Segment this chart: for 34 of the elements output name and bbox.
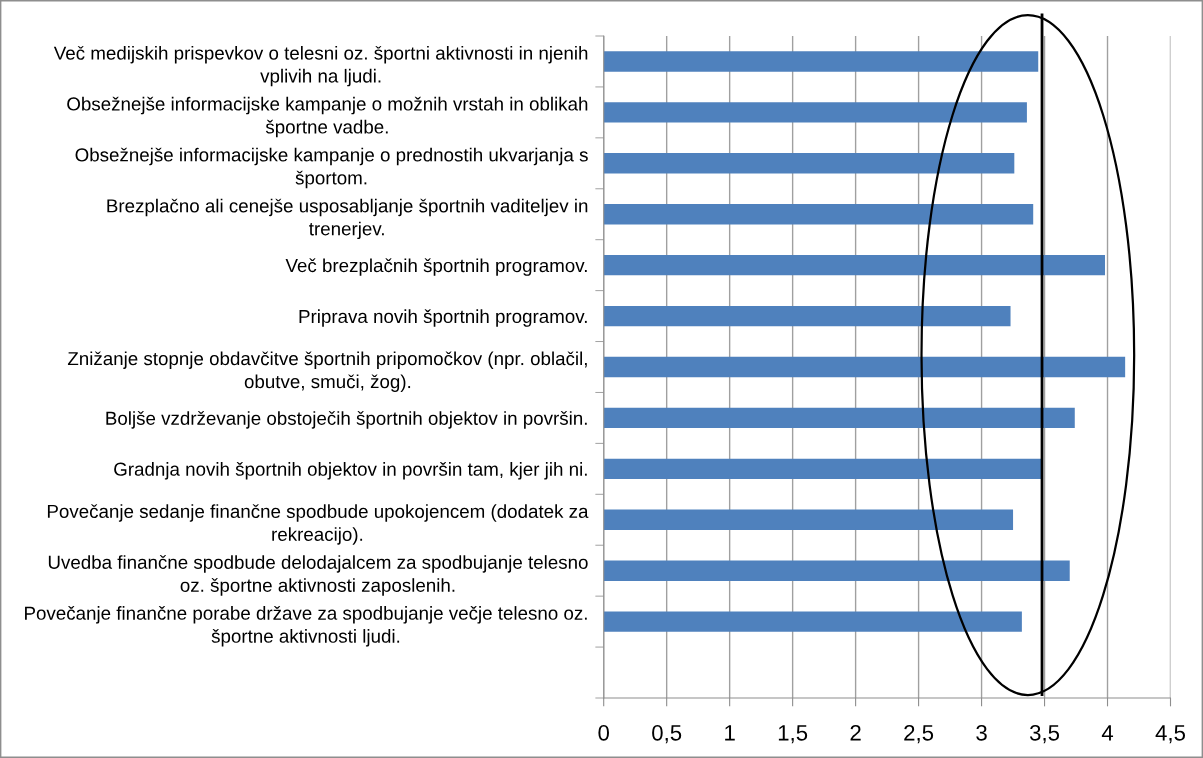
bar (603, 254, 1105, 276)
x-tick-label: 2,5 (904, 724, 934, 744)
y-tick-label: Znižanje stopnje obdavčitve športnih pripomočkov (npr. oblačil, obutve, smuči, žog). (67, 351, 587, 392)
y-tick-label: Povečanje finančne porabe države za spodbujanje večje telesno oz. športne aktivnosti ljudi. (25, 606, 587, 647)
x-tick-label: 3 (976, 724, 987, 741)
bar (603, 51, 1039, 72)
bar (603, 204, 1034, 225)
y-tick-label: Priprava novih športnih programov. (299, 309, 587, 327)
y-tick-label: Obsežnejše informacijske kampanje o prednostih ukvarjanja s športom. (75, 147, 588, 189)
x-tick-label: 1 (725, 725, 735, 741)
y-tick-label: Povečanje sedanje finančne spodbude upokojencem (dodatek za rekreacijo). (47, 504, 589, 545)
bar (603, 560, 1070, 581)
bar (603, 356, 1126, 378)
bar (603, 509, 1014, 530)
x-tick-label: 0 (598, 724, 610, 741)
y-tick-label: Uvedba finančne spodbude delodajalcem za spodbujanje telesno oz. športne aktivnosti zaposlenih. (48, 555, 588, 596)
bar (603, 305, 1011, 327)
x-tick-label: 2 (850, 724, 861, 741)
y-tick-label: Več brezplačnih športnih programov. (285, 258, 587, 276)
y-tick-label: Brezplačno ali cenejše usposabljanje športnih vaditeljev in trenerjev. (107, 198, 588, 240)
bar (603, 153, 1015, 174)
y-tick-label: Obsežnejše informacijske kampanje o možnih vrstah in oblikah športne vadbe. (67, 96, 588, 138)
bar (603, 407, 1075, 429)
bar (603, 458, 1043, 480)
y-tick-label: Gradnja novih športnih objektov in površin tam, kjer jih ni. (114, 462, 587, 480)
x-tick-label: 4 (1101, 725, 1114, 741)
x-tick-label: 4,5 (1155, 725, 1186, 744)
x-tick-label: 3,5 (1029, 724, 1060, 744)
x-tick-label: 1,5 (778, 725, 808, 744)
bar (603, 611, 1022, 632)
y-tick-label: Boljše vzdrževanje obstoječih športnih objektov in površin. (106, 411, 587, 429)
bar (603, 102, 1027, 123)
y-tick-label: Več medijskih prispevkov o telesni oz. športni aktivnosti in njenih vplivih na ljudi. (53, 45, 588, 87)
x-tick-label: 0,5 (652, 724, 682, 744)
